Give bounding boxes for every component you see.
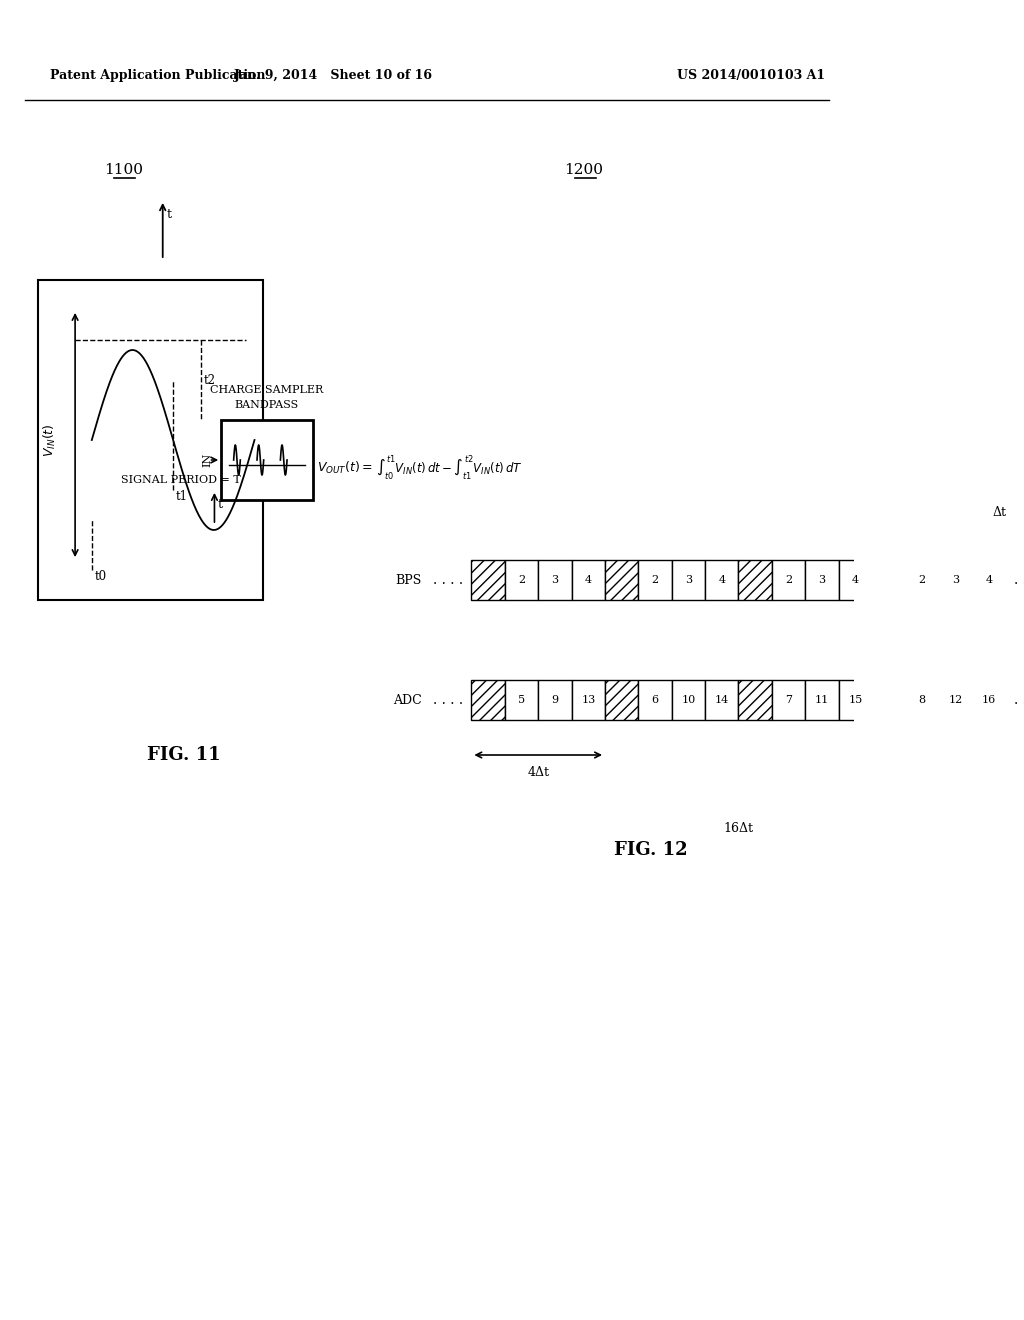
Bar: [539, 560, 571, 601]
Text: t: t: [167, 209, 172, 222]
Text: CHARGE SAMPLER: CHARGE SAMPLER: [210, 385, 324, 395]
Text: $V_{OUT}(t)=$: $V_{OUT}(t)=$: [317, 459, 373, 477]
Bar: [672, 560, 706, 601]
Bar: [505, 680, 539, 719]
Text: US 2014/0010103 A1: US 2014/0010103 A1: [677, 69, 825, 82]
Text: . . .: . . .: [1014, 693, 1024, 708]
Text: 6: 6: [651, 696, 658, 705]
Text: $V_{IN}(t)$: $V_{IN}(t)$: [42, 424, 58, 457]
Text: BPS: BPS: [395, 573, 422, 586]
Bar: [772, 680, 805, 719]
Text: FIG. 11: FIG. 11: [146, 746, 220, 764]
Bar: [972, 680, 1006, 719]
Text: 16: 16: [982, 696, 996, 705]
Text: 4Δt: 4Δt: [527, 767, 549, 780]
Text: 4: 4: [585, 576, 592, 585]
Bar: [638, 680, 672, 719]
Text: Patent Application Publication: Patent Application Publication: [50, 69, 265, 82]
Bar: [805, 560, 839, 601]
Text: 5: 5: [518, 696, 525, 705]
Text: 1200: 1200: [564, 162, 603, 177]
Bar: [972, 560, 1006, 601]
Text: FIG. 12: FIG. 12: [614, 841, 688, 859]
Text: 15: 15: [848, 696, 862, 705]
Text: t2: t2: [204, 374, 215, 387]
Text: 8: 8: [919, 696, 926, 705]
Text: $\int_{t0}^{t1} V_{IN}(t)\,dt - \int_{t1}^{t2} V_{IN}(t)\,dT$: $\int_{t0}^{t1} V_{IN}(t)\,dt - \int_{t1…: [376, 454, 522, 482]
Bar: [839, 680, 872, 719]
Bar: [772, 560, 805, 601]
Text: 3: 3: [952, 576, 959, 585]
Bar: [539, 680, 571, 719]
Bar: [706, 680, 738, 719]
Text: 4: 4: [852, 576, 859, 585]
Text: ADC: ADC: [392, 693, 422, 706]
Text: 4: 4: [718, 576, 725, 585]
Text: 16Δt: 16Δt: [724, 821, 754, 834]
Bar: [706, 560, 738, 601]
Bar: [38, 280, 263, 601]
Bar: [872, 680, 905, 719]
Text: . . . .: . . . .: [433, 573, 463, 587]
Text: t: t: [218, 499, 223, 511]
Text: Jan. 9, 2014   Sheet 10 of 16: Jan. 9, 2014 Sheet 10 of 16: [234, 69, 433, 82]
Text: 13: 13: [582, 696, 595, 705]
Bar: [905, 560, 939, 601]
Text: 2: 2: [919, 576, 926, 585]
Bar: [839, 560, 872, 601]
Bar: [571, 680, 605, 719]
Bar: [505, 560, 539, 601]
Text: 4: 4: [985, 576, 992, 585]
Text: 3: 3: [551, 576, 558, 585]
Bar: [605, 680, 638, 719]
Text: 3: 3: [685, 576, 692, 585]
Bar: [471, 560, 505, 601]
Bar: [738, 560, 772, 601]
Bar: [872, 560, 905, 601]
Bar: [805, 680, 839, 719]
Text: 1100: 1100: [104, 162, 143, 177]
Text: t0: t0: [94, 570, 106, 583]
Bar: [905, 680, 939, 719]
Bar: [939, 680, 972, 719]
Text: BANDPASS: BANDPASS: [234, 400, 299, 411]
Bar: [471, 680, 505, 719]
Text: 7: 7: [785, 696, 792, 705]
Text: t1: t1: [176, 490, 187, 503]
Text: SIGNAL PERIOD = T: SIGNAL PERIOD = T: [121, 475, 241, 484]
Bar: [605, 560, 638, 601]
Text: 2: 2: [651, 576, 658, 585]
Text: 2: 2: [785, 576, 793, 585]
Bar: [738, 680, 772, 719]
Bar: [939, 560, 972, 601]
Text: IN: IN: [203, 453, 213, 467]
Text: 10: 10: [681, 696, 695, 705]
Text: 9: 9: [551, 696, 558, 705]
Bar: [221, 420, 313, 500]
Text: . . . .: . . . .: [433, 693, 463, 708]
Text: 11: 11: [815, 696, 829, 705]
Bar: [571, 560, 605, 601]
Text: 3: 3: [818, 576, 825, 585]
Bar: [672, 680, 706, 719]
Bar: [638, 560, 672, 601]
Text: 2: 2: [518, 576, 525, 585]
Text: 14: 14: [715, 696, 729, 705]
Text: Δt: Δt: [993, 506, 1007, 519]
Text: . . .: . . .: [1014, 573, 1024, 587]
Text: 12: 12: [948, 696, 963, 705]
